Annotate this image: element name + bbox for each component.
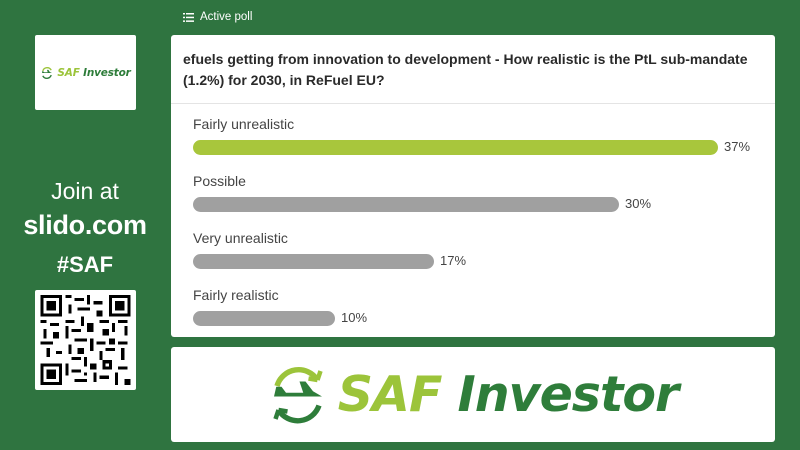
plane-cycle-icon: [273, 366, 323, 423]
logo-text-investor: Investor: [83, 66, 131, 79]
logo-text-saf: SAF: [57, 66, 80, 79]
join-url[interactable]: slido.com: [23, 210, 147, 240]
poll-option: Fairly unrealistic 37%: [193, 116, 763, 156]
poll-question: efuels getting from innovation to develo…: [183, 51, 748, 88]
result-percent: 30%: [625, 196, 652, 211]
poll-option-label: Fairly realistic: [193, 287, 279, 303]
result-percent: 37%: [724, 139, 751, 154]
qr-card: [35, 290, 136, 390]
poll-option-label: Very unrealistic: [193, 230, 288, 246]
poll-card: efuels getting from innovation to develo…: [171, 35, 775, 337]
result-bar: [193, 140, 718, 155]
poll-option-label: Possible: [193, 173, 246, 189]
divider: [171, 103, 775, 104]
poll-header: Active poll: [183, 9, 252, 25]
poll-option: Fairly realistic 10%: [193, 287, 763, 327]
saf-investor-logo: SAF Investor: [40, 66, 131, 80]
poll-header-label: Active poll: [200, 11, 253, 23]
banner-text-saf: SAF: [337, 366, 443, 423]
result-bar: [193, 197, 619, 212]
banner-text-investor: Investor: [457, 366, 680, 423]
result-bar: [193, 311, 335, 326]
banner-logo: SAF Investor: [268, 365, 680, 425]
result-bar: [193, 254, 434, 269]
join-at-text: Join at: [51, 178, 119, 204]
poll-option: Possible 30%: [193, 173, 763, 213]
event-code: #SAF: [56, 252, 114, 277]
logo-card: SAF Investor: [35, 35, 136, 110]
result-percent: 17%: [440, 253, 467, 268]
saf-investor-banner: SAF Investor: [171, 347, 775, 442]
poll-option: Very unrealistic 17%: [193, 230, 763, 270]
qr-code-icon: [40, 295, 131, 385]
plane-cycle-icon: [42, 66, 53, 79]
list-icon: [183, 12, 194, 22]
left-panel: SAF Investor Join at slido.com #SAF: [0, 0, 170, 450]
poll-option-label: Fairly unrealistic: [193, 116, 295, 132]
result-percent: 10%: [341, 310, 368, 325]
